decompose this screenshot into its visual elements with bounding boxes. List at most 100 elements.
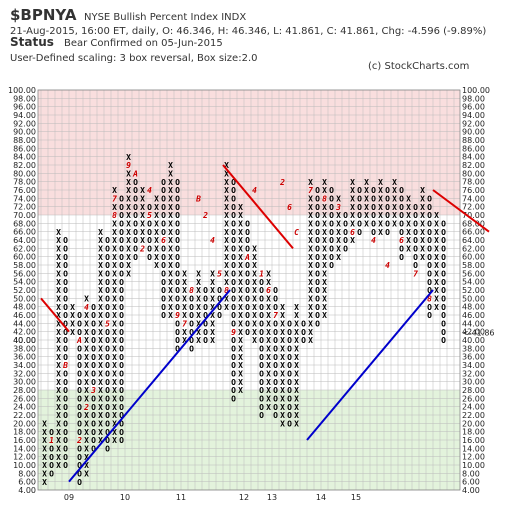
x-box: X	[56, 236, 61, 245]
x-box: X	[308, 286, 313, 295]
o-box: O	[259, 386, 264, 395]
o-box: O	[217, 311, 222, 320]
o-box: O	[231, 386, 236, 395]
chart-symbol: $BPNYA	[10, 6, 77, 24]
month-marker: A	[244, 253, 250, 262]
y-tick-label: 16.00	[13, 436, 36, 445]
x-box: X	[434, 220, 439, 229]
o-box: O	[133, 228, 138, 237]
y-tick-label: 28.00	[462, 386, 485, 395]
y-tick-label: 90.00	[462, 128, 485, 137]
x-box: X	[168, 170, 173, 179]
y-tick-label: 82.00	[13, 161, 36, 170]
o-box: O	[259, 278, 264, 287]
x-box: X	[140, 236, 145, 245]
o-box: O	[175, 245, 180, 254]
x-box: X	[308, 236, 313, 245]
x-box: X	[168, 161, 173, 170]
x-box: X	[434, 295, 439, 304]
x-box: X	[350, 236, 355, 245]
o-box: O	[287, 378, 292, 387]
o-box: O	[63, 353, 68, 362]
x-box: X	[294, 345, 299, 354]
chart-description: NYSE Bullish Percent Index INDX	[84, 12, 246, 23]
o-box: O	[385, 186, 390, 195]
x-box: X	[84, 428, 89, 437]
y-tick-label: 36.00	[462, 353, 485, 362]
x-box: X	[336, 195, 341, 204]
x-tick-label: 10	[120, 493, 130, 502]
o-box: O	[175, 261, 180, 270]
o-box: O	[63, 411, 68, 420]
o-box: O	[175, 220, 180, 229]
x-box: X	[266, 345, 271, 354]
month-marker: 6	[399, 236, 404, 245]
x-box: X	[322, 228, 327, 237]
o-box: O	[259, 411, 264, 420]
o-box: O	[329, 236, 334, 245]
o-box: O	[91, 303, 96, 312]
x-box: X	[126, 203, 131, 212]
month-marker: 7	[112, 195, 117, 204]
x-box: X	[56, 436, 61, 445]
x-box: X	[280, 303, 285, 312]
o-box: O	[329, 220, 334, 229]
x-box: X	[294, 320, 299, 329]
y-tick-label: 60.00	[13, 253, 36, 262]
x-box: X	[182, 286, 187, 295]
x-box: X	[196, 286, 201, 295]
o-box: O	[91, 436, 96, 445]
x-box: X	[98, 236, 103, 245]
x-box: X	[98, 378, 103, 387]
x-box: X	[266, 403, 271, 412]
x-box: X	[112, 345, 117, 354]
y-tick-label: 68.00	[13, 219, 36, 228]
x-box: X	[98, 303, 103, 312]
o-box: O	[259, 295, 264, 304]
o-box: O	[259, 320, 264, 329]
o-box: O	[329, 228, 334, 237]
y-tick-label: 22.00	[462, 411, 485, 420]
x-box: X	[280, 378, 285, 387]
y-tick-label: 52.00	[13, 286, 36, 295]
month-marker: 1	[49, 436, 54, 445]
x-box: X	[84, 328, 89, 337]
x-box: X	[154, 236, 159, 245]
y-tick-label: 42.00	[13, 328, 36, 337]
y-tick-label: 68.00	[462, 219, 485, 228]
o-box: O	[441, 245, 446, 254]
x-box: X	[56, 395, 61, 404]
o-box: O	[91, 445, 96, 454]
x-box: X	[434, 245, 439, 254]
status-label: Status	[10, 35, 54, 49]
x-box: X	[98, 261, 103, 270]
x-box: X	[112, 228, 117, 237]
x-box: X	[350, 195, 355, 204]
o-box: O	[357, 228, 362, 237]
o-box: O	[287, 420, 292, 429]
o-box: O	[161, 311, 166, 320]
o-box: O	[63, 278, 68, 287]
month-marker: 8	[224, 286, 229, 295]
o-box: O	[133, 195, 138, 204]
o-box: O	[77, 370, 82, 379]
o-box: O	[231, 361, 236, 370]
o-box: O	[161, 261, 166, 270]
o-box: O	[105, 353, 110, 362]
o-box: O	[133, 211, 138, 220]
month-marker: 8	[322, 195, 327, 204]
o-box: O	[399, 203, 404, 212]
x-box: X	[308, 328, 313, 337]
x-box: X	[112, 328, 117, 337]
x-box: X	[126, 270, 131, 279]
o-box: O	[399, 195, 404, 204]
x-box: X	[308, 261, 313, 270]
o-box: O	[329, 211, 334, 220]
o-box: O	[119, 403, 124, 412]
o-box: O	[385, 211, 390, 220]
o-box: O	[91, 428, 96, 437]
o-box: O	[175, 211, 180, 220]
copyright-text: (c) StockCharts.com	[368, 61, 469, 72]
x-box: X	[112, 436, 117, 445]
x-box: X	[238, 211, 243, 220]
